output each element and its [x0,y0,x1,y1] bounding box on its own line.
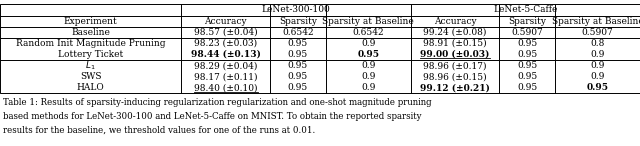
Text: Random Init Magnitude Pruning: Random Init Magnitude Pruning [16,39,166,48]
Text: 0.95: 0.95 [288,72,308,81]
Text: Sparsity: Sparsity [279,17,317,26]
Text: SWS: SWS [80,72,102,81]
Text: 0.8: 0.8 [590,39,605,48]
Text: based methods for LeNet-300-100 and LeNet-5-Caffe on MNIST. To obtain the report: based methods for LeNet-300-100 and LeNe… [3,112,422,121]
Text: 0.95: 0.95 [517,39,538,48]
Text: 98.29 (±0.04): 98.29 (±0.04) [194,61,257,70]
Text: 98.23 (±0.03): 98.23 (±0.03) [195,39,257,48]
Text: Baseline: Baseline [71,28,110,37]
Text: 98.91 (±0.15): 98.91 (±0.15) [423,39,487,48]
Text: 0.9: 0.9 [361,72,376,81]
Text: 98.96 (±0.15): 98.96 (±0.15) [423,72,487,81]
Text: results for the baseline, we threshold values for one of the runs at 0.01.: results for the baseline, we threshold v… [3,126,316,135]
Text: 99.00 (±0.03): 99.00 (±0.03) [420,50,490,59]
Text: 0.95: 0.95 [517,61,538,70]
Text: 0.95: 0.95 [517,72,538,81]
Text: 0.95: 0.95 [517,83,538,92]
Text: 0.95: 0.95 [288,39,308,48]
Text: LeNet-5-Caffe: LeNet-5-Caffe [493,5,557,14]
Text: Sparsity at Baseline: Sparsity at Baseline [552,17,640,26]
Text: HALO: HALO [77,83,104,92]
Text: Sparsity at Baseline: Sparsity at Baseline [323,17,414,26]
Text: 0.9: 0.9 [590,50,605,59]
Text: 0.9: 0.9 [361,61,376,70]
Text: Table 1: Results of sparsity-inducing regularization regularization and one-shot: Table 1: Results of sparsity-inducing re… [3,98,432,107]
Text: 0.95: 0.95 [288,61,308,70]
Text: $L_1$: $L_1$ [86,59,96,72]
Text: LeNet-300-100: LeNet-300-100 [262,5,330,14]
Text: 98.96 (±0.17): 98.96 (±0.17) [423,61,487,70]
Text: 98.57 (±0.04): 98.57 (±0.04) [194,28,258,37]
Text: Lottery Ticket: Lottery Ticket [58,50,124,59]
Text: 99.24 (±0.08): 99.24 (±0.08) [424,28,487,37]
Text: 0.9: 0.9 [590,61,605,70]
Bar [0,4,640,93]
Text: Experiment: Experiment [64,17,118,26]
Text: 0.9: 0.9 [590,72,605,81]
Text: 0.6542: 0.6542 [282,28,314,37]
Text: Accuracy: Accuracy [434,17,476,26]
Text: 0.5907: 0.5907 [582,28,613,37]
Text: 99.12 (±0.21): 99.12 (±0.21) [420,83,490,92]
Text: 0.5907: 0.5907 [511,28,543,37]
Text: 98.17 (±0.11): 98.17 (±0.11) [194,72,257,81]
Text: 0.9: 0.9 [361,39,376,48]
Text: 0.9: 0.9 [361,83,376,92]
Text: 98.40 (±0.10): 98.40 (±0.10) [194,83,257,92]
Text: 0.6542: 0.6542 [353,28,384,37]
Text: 98.44 (±0.13): 98.44 (±0.13) [191,50,260,59]
Text: 0.95: 0.95 [357,50,380,59]
Text: 0.95: 0.95 [288,50,308,59]
Text: 0.95: 0.95 [517,50,538,59]
Text: Sparsity: Sparsity [508,17,547,26]
Text: 0.95: 0.95 [586,83,609,92]
Text: Accuracy: Accuracy [205,17,247,26]
Text: 0.95: 0.95 [288,83,308,92]
